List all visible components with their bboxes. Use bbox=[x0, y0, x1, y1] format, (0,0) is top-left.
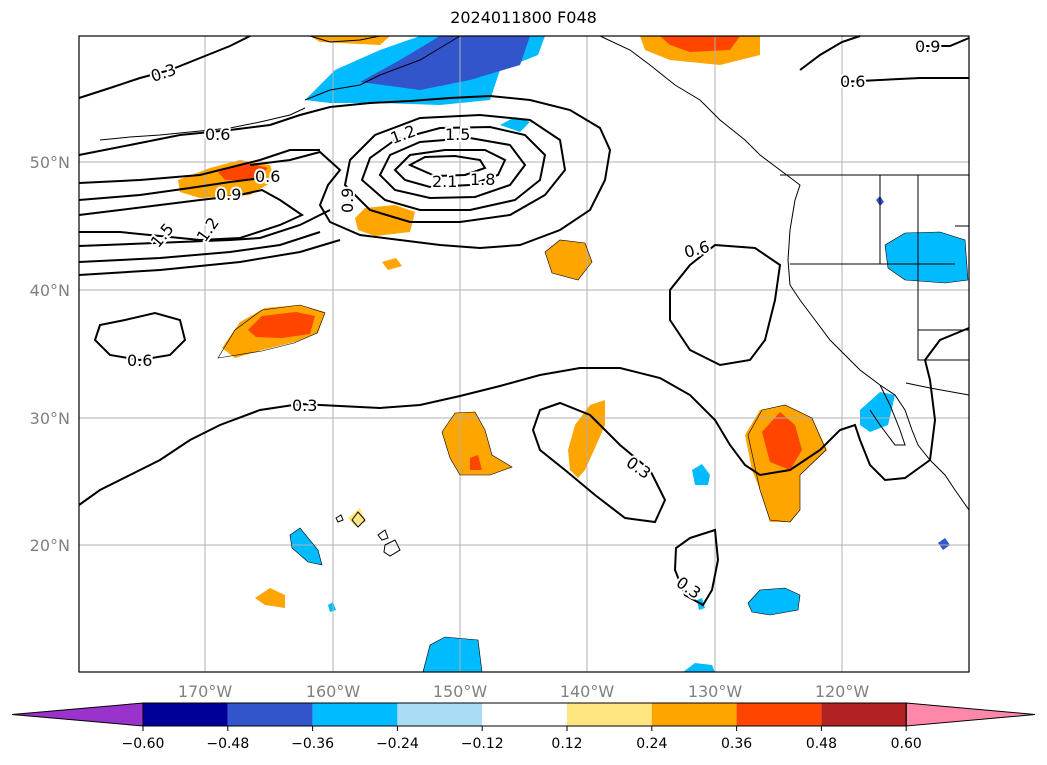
colorbar-segment bbox=[821, 703, 907, 726]
colorbar-segment bbox=[397, 703, 483, 726]
contour-label: 0.6 bbox=[127, 351, 152, 370]
coastline-alaska bbox=[304, 35, 461, 101]
contour-2p1-ring-4 bbox=[393, 149, 507, 189]
hawaii-2 bbox=[351, 511, 366, 528]
colorbar: −0.60 −0.48 −0.36 −0.24 −0.12 0.12 0.24 0.36 0.4… bbox=[11, 702, 1036, 752]
colorbar-tick-label: −0.24 bbox=[376, 736, 419, 752]
colorbar-segment bbox=[227, 703, 313, 726]
lat-label: 40°N bbox=[30, 281, 70, 300]
colorbar-frame bbox=[142, 702, 907, 727]
contour-label: 0.6 bbox=[205, 125, 230, 144]
map-frame bbox=[78, 35, 970, 673]
shaded-fields bbox=[178, 36, 968, 672]
contour-label: 2.1 bbox=[432, 172, 457, 191]
contour-2p1-ring-2 bbox=[360, 125, 547, 211]
contour-0p3-north bbox=[78, 35, 251, 99]
lon-label: 150°W bbox=[433, 682, 488, 701]
contour-0p6-35n bbox=[93, 311, 187, 362]
graticule bbox=[79, 36, 969, 672]
colorbar-segment bbox=[143, 703, 228, 726]
lat-labels: 50°N 40°N 30°N 20°N bbox=[30, 153, 70, 555]
colorbar-tick-label: −0.60 bbox=[122, 736, 165, 752]
contour-label: 1.8 bbox=[470, 170, 495, 189]
contour-label: 0.3 bbox=[623, 453, 655, 483]
contour-label: 0.6 bbox=[682, 237, 712, 262]
colorbar-tick-label: 0.48 bbox=[806, 736, 837, 752]
lon-label: 140°W bbox=[560, 682, 615, 701]
lon-label: 160°W bbox=[306, 682, 361, 701]
lat-label: 30°N bbox=[30, 409, 70, 428]
shade-outlines bbox=[217, 231, 969, 673]
lon-label: 120°W bbox=[815, 682, 870, 701]
hawaii-1 bbox=[335, 514, 344, 523]
contour-label: 0.9 bbox=[915, 37, 940, 56]
colorbar-segment bbox=[736, 703, 822, 726]
contour-label: 0.9 bbox=[216, 185, 241, 204]
colorbar-tick-label: 0.36 bbox=[721, 736, 752, 752]
map-title: 2024011800 F048 bbox=[450, 8, 597, 27]
contour-2p1-ring-1 bbox=[343, 113, 567, 223]
contour-0p6-north bbox=[78, 94, 612, 250]
colorbar-tick-label: 0.24 bbox=[636, 736, 667, 752]
contour-0p3-main bbox=[78, 327, 970, 506]
hawaii-3 bbox=[377, 529, 389, 541]
contour-label: 0.3 bbox=[148, 60, 178, 86]
hawaii-4 bbox=[383, 539, 401, 557]
cold-spot-gulf bbox=[500, 117, 530, 132]
contour-0p3-central bbox=[531, 401, 667, 524]
lat-label: 20°N bbox=[30, 536, 70, 555]
cold-area-nevada bbox=[885, 232, 968, 283]
lon-labels: 170°W 160°W 150°W 140°W 130°W 120°W bbox=[178, 682, 870, 701]
lon-label: 130°W bbox=[688, 682, 743, 701]
contour-0p3-south bbox=[673, 528, 720, 607]
lat-label: 50°N bbox=[30, 153, 70, 172]
colorbar-tick-label: −0.36 bbox=[291, 736, 334, 752]
colorbar-extend-max bbox=[905, 702, 1036, 727]
contour-lines bbox=[78, 35, 970, 607]
contour-label: 1.5 bbox=[445, 125, 470, 144]
colorbar-tick-label: −0.48 bbox=[206, 736, 249, 752]
border-us-mexico bbox=[905, 382, 970, 396]
contour-label: 0.6 bbox=[255, 167, 280, 186]
contour-label: 0.3 bbox=[292, 396, 317, 415]
colorbar-segment bbox=[482, 703, 567, 726]
contour-label: 1.5 bbox=[147, 219, 178, 251]
colorbar-tick-label: −0.12 bbox=[461, 736, 504, 752]
contour-2p1-ring-3 bbox=[378, 136, 527, 200]
contour-label: 0.9 bbox=[338, 188, 357, 213]
contour-0p6-40n bbox=[669, 243, 782, 367]
lon-label: 170°W bbox=[178, 682, 233, 701]
contour-label: 0.6 bbox=[840, 72, 865, 91]
coastline-baja bbox=[869, 384, 906, 446]
contour-1p5-west bbox=[78, 188, 305, 242]
colorbar-extend-min bbox=[11, 702, 144, 727]
colorbar-tick-label: 0.12 bbox=[551, 736, 582, 752]
colorbar-segment bbox=[651, 703, 737, 726]
cold-core-alaska bbox=[360, 36, 530, 90]
colorbar-segment bbox=[312, 703, 398, 726]
contour-2p1-ring-5 bbox=[407, 154, 487, 178]
coastlines bbox=[99, 35, 970, 557]
colorbar-tick-label: 0.60 bbox=[891, 736, 922, 752]
coastline-west-us bbox=[787, 199, 970, 511]
colorbar-segment bbox=[567, 703, 652, 726]
